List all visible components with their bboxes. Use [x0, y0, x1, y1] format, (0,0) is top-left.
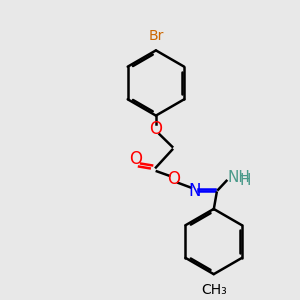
Text: O: O: [167, 170, 180, 188]
Text: H: H: [239, 173, 251, 188]
Text: CH₃: CH₃: [201, 283, 226, 297]
Text: NH: NH: [227, 170, 250, 185]
Text: O: O: [129, 150, 142, 168]
Text: N: N: [188, 182, 201, 200]
Text: O: O: [149, 120, 162, 138]
Text: Br: Br: [148, 29, 164, 43]
